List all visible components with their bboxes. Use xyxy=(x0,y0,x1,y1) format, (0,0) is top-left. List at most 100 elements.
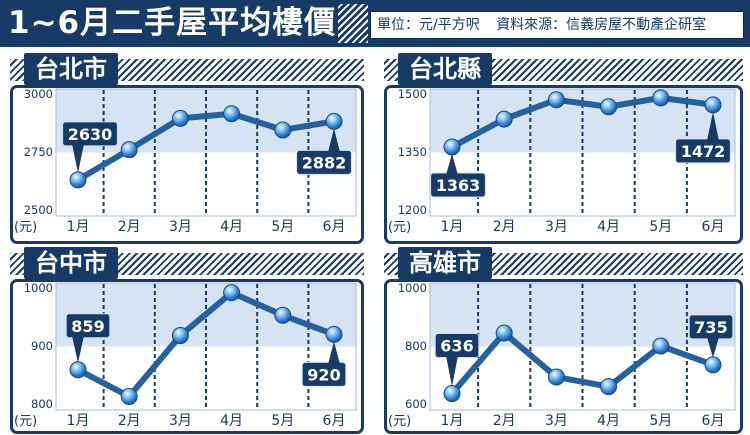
data-label: 1472 xyxy=(675,111,731,164)
x-tick-label: 6月 xyxy=(702,413,725,429)
data-point xyxy=(171,109,189,127)
data-point xyxy=(495,110,513,128)
y-tick-label: 1000 xyxy=(24,281,53,295)
data-label: 2882 xyxy=(296,128,352,175)
data-point xyxy=(547,91,565,109)
data-point xyxy=(600,98,618,116)
data-label: 859 xyxy=(65,313,111,363)
data-label-pointer xyxy=(72,335,84,363)
x-tick-label: 4月 xyxy=(597,219,620,235)
data-point xyxy=(274,121,292,139)
x-tick-label: 6月 xyxy=(323,219,346,235)
data-label-box xyxy=(430,172,486,198)
data-label-text: 1363 xyxy=(436,176,481,195)
x-tick-label: 3月 xyxy=(545,413,568,429)
x-tick-label: 5月 xyxy=(271,413,294,429)
data-point xyxy=(120,141,138,159)
data-label-text: 2882 xyxy=(302,153,347,172)
title-stripes xyxy=(338,4,368,43)
data-point xyxy=(652,337,670,355)
y-tick-label: 2750 xyxy=(24,145,53,159)
source-box: 單位：元/平方呎 資料來源：信義房屋不動產企研室 xyxy=(370,11,744,39)
data-line xyxy=(449,329,716,397)
x-tick-label: 1月 xyxy=(67,219,90,235)
x-tick-label: 5月 xyxy=(649,413,672,429)
data-point xyxy=(704,356,722,374)
data-point xyxy=(325,325,343,343)
x-tick-label: 4月 xyxy=(220,219,243,235)
y-tick-label: 1350 xyxy=(398,145,427,159)
data-label: 920 xyxy=(301,341,347,387)
data-label: 636 xyxy=(434,333,480,387)
data-label: 1363 xyxy=(430,153,486,198)
x-tick-label: 4月 xyxy=(597,413,620,429)
y-tick-label: 3000 xyxy=(24,87,53,101)
x-tick-label: 5月 xyxy=(649,219,672,235)
y-axis-unit: (元) xyxy=(388,414,411,429)
unit-note: 單位：元/平方呎 xyxy=(377,17,480,33)
y-tick-label: 900 xyxy=(31,339,53,353)
panel-taipei-county: 台北縣 1200 1350 1500 (元) 1月 2月 3月 4月 5月 6月 1363 1472 xyxy=(384,52,743,244)
data-point xyxy=(547,368,565,386)
data-label-pointer xyxy=(72,143,84,173)
data-label-pointer xyxy=(707,336,719,358)
data-line xyxy=(449,94,716,150)
data-point xyxy=(69,361,87,379)
data-label-text: 2630 xyxy=(68,125,113,144)
x-tick-label: 2月 xyxy=(493,413,516,429)
data-point xyxy=(600,378,618,396)
x-tick-label: 1月 xyxy=(67,413,90,429)
x-tick-label: 1月 xyxy=(441,413,464,429)
data-label-text: 1472 xyxy=(681,142,726,161)
x-tick-label: 3月 xyxy=(169,219,192,235)
panel-title: 台北市 xyxy=(24,53,118,85)
data-line xyxy=(75,110,337,183)
data-point xyxy=(443,385,461,403)
data-point xyxy=(274,306,292,324)
x-tick-label: 6月 xyxy=(702,219,725,235)
y-tick-label: 1200 xyxy=(398,203,427,217)
x-tick-label: 2月 xyxy=(118,413,141,429)
data-label-text: 735 xyxy=(694,318,727,337)
line-chart: 1200 1350 1500 (元) 1月 2月 3月 4月 5月 6月 1363 1472 xyxy=(388,87,736,235)
data-label-text: 859 xyxy=(71,317,104,336)
data-line xyxy=(75,289,337,400)
panel-taichung: 台中市 800 900 1000 (元) 1月 2月 3月 4月 5月 6月 859 920 xyxy=(10,246,364,434)
data-label-text: 920 xyxy=(307,365,340,384)
y-tick-label: 800 xyxy=(31,397,53,411)
data-label-box xyxy=(301,361,347,387)
x-tick-label: 5月 xyxy=(271,219,294,235)
x-tick-label: 4月 xyxy=(220,413,243,429)
data-label-box xyxy=(296,149,352,175)
data-label-pointer xyxy=(707,111,719,141)
x-tick-label: 2月 xyxy=(493,219,516,235)
x-tick-label: 3月 xyxy=(545,219,568,235)
panel-title: 台北縣 xyxy=(398,53,492,85)
data-label-pointer xyxy=(446,355,458,387)
title-bar: 1~6月二手屋平均樓價 單位：元/平方呎 資料來源：信義房屋不動產企研室 xyxy=(0,0,750,47)
data-point xyxy=(120,387,138,405)
data-label-pointer xyxy=(446,153,458,175)
main-title: 1~6月二手屋平均樓價 xyxy=(8,5,337,41)
data-point xyxy=(223,284,241,302)
panel-taipei-city: 台北市 2500 2750 3000 (元) 1月 2月 3月 4月 5月 6月 2630 2882 xyxy=(10,52,364,244)
y-axis-unit: (元) xyxy=(388,220,411,235)
data-label: 2630 xyxy=(62,121,118,173)
data-point xyxy=(443,138,461,156)
y-tick-label: 1000 xyxy=(398,281,427,295)
y-tick-label: 2500 xyxy=(24,203,53,217)
data-point xyxy=(223,105,241,123)
data-label: 735 xyxy=(688,314,734,358)
y-axis-unit: (元) xyxy=(14,414,37,429)
data-point xyxy=(495,324,513,342)
x-tick-label: 6月 xyxy=(323,413,346,429)
panel-kaohsiung: 高雄市 600 800 1000 (元) 1月 2月 3月 4月 5月 6月 636 735 xyxy=(384,246,743,434)
panel-title: 台中市 xyxy=(24,247,118,279)
data-point xyxy=(325,112,343,130)
data-point xyxy=(704,96,722,114)
data-label-text: 636 xyxy=(440,337,473,356)
data-point xyxy=(652,89,670,107)
y-axis-unit: (元) xyxy=(14,220,37,235)
line-chart: 2500 2750 3000 (元) 1月 2月 3月 4月 5月 6月 2630 2882 xyxy=(14,87,357,235)
